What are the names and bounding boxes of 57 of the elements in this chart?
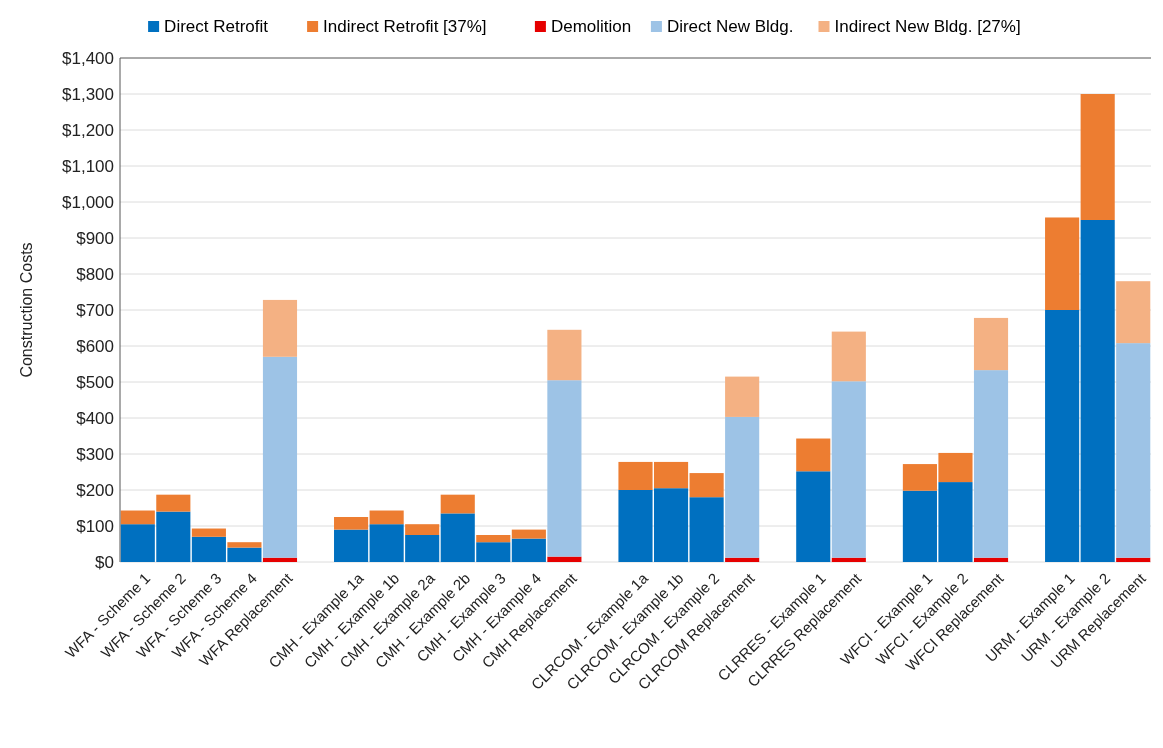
bar	[973, 370, 1009, 558]
y-tick-label: $0	[95, 552, 114, 572]
bar	[191, 528, 226, 537]
bar	[831, 381, 866, 558]
bar	[547, 380, 582, 557]
bar	[405, 524, 440, 535]
legend-label: Direct Retrofit	[164, 17, 269, 36]
bar	[511, 529, 546, 539]
y-tick-label: $700	[76, 300, 114, 320]
y-tick-label: $800	[76, 264, 114, 284]
y-tick-label: $500	[76, 372, 114, 392]
bar	[334, 529, 369, 562]
y-tick-label: $1,200	[62, 120, 114, 140]
bar	[1116, 557, 1151, 562]
bar	[262, 356, 298, 558]
legend-label: Indirect Retrofit [37%]	[323, 17, 487, 36]
bar	[547, 556, 582, 562]
bar	[1116, 343, 1151, 558]
bar	[689, 497, 724, 562]
y-tick-label: $1,300	[62, 84, 114, 104]
y-tick-label: $600	[76, 336, 114, 356]
bar	[725, 376, 760, 417]
bar	[440, 494, 475, 514]
bar	[796, 471, 831, 562]
bar	[973, 317, 1009, 371]
bar	[476, 535, 511, 543]
bar	[511, 538, 546, 562]
bar	[334, 517, 369, 530]
y-tick-label: $200	[76, 480, 114, 500]
y-tick-label: $1,000	[62, 192, 114, 212]
bar	[973, 557, 1009, 562]
bar	[725, 557, 760, 562]
y-tick-label: $1,100	[62, 156, 114, 176]
bar	[1045, 217, 1080, 310]
bar	[1045, 310, 1080, 562]
y-tick-label: $100	[76, 516, 114, 536]
y-tick-label: $900	[76, 228, 114, 248]
bar	[725, 416, 760, 558]
bar	[1080, 94, 1115, 220]
bar	[227, 542, 262, 548]
legend-label: Demolition	[550, 17, 632, 36]
y-tick-label: $400	[76, 408, 114, 428]
bar	[547, 329, 582, 381]
legend-label: Indirect New Bldg. [27%]	[834, 17, 1021, 36]
bar	[796, 438, 831, 472]
y-axis-title: Construction Costs	[18, 242, 35, 378]
bar	[369, 510, 404, 525]
bar	[1116, 281, 1151, 344]
bar	[1080, 220, 1115, 562]
legend-label: Direct New Bldg.	[666, 17, 794, 36]
y-tick-label: $1,400	[62, 48, 114, 68]
bar	[689, 473, 724, 498]
bar	[262, 299, 298, 357]
bar	[831, 557, 866, 562]
bar	[831, 331, 866, 382]
y-tick-label: $300	[76, 444, 114, 464]
bar	[262, 557, 298, 562]
